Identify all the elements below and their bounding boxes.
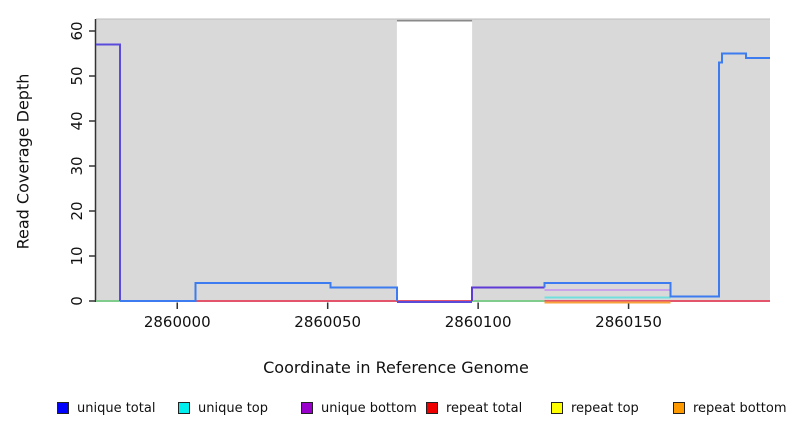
y-tick-label: 50	[68, 66, 86, 86]
total-spike-57	[96, 43, 122, 301]
masked-region-band	[396, 19, 473, 302]
y-tick-label: 0	[68, 296, 86, 306]
y-tick-label: 30	[68, 156, 86, 176]
legend-swatch-repeat-top	[551, 402, 563, 414]
legend-label-repeat-top: repeat top	[571, 400, 639, 416]
legend-label-unique-bottom: unique bottom	[321, 400, 417, 416]
legend-item-unique-bottom: unique bottom	[301, 399, 417, 417]
x-tick-label: 2860050	[294, 313, 362, 331]
legend-swatch-unique-bottom	[301, 402, 313, 414]
legend-swatch-repeat-total	[426, 402, 438, 414]
legend-label-unique-top: unique top	[198, 400, 269, 416]
legend-item-unique-total: unique total	[57, 399, 155, 417]
legend-swatch-repeat-bottom	[673, 402, 685, 414]
legend-item-repeat-top: repeat top	[551, 399, 639, 417]
y-tick-label: 20	[68, 201, 86, 221]
legend-item-repeat-total: repeat total	[426, 399, 522, 417]
unique-total-right	[543, 52, 770, 298]
legend-label-repeat-bottom: repeat bottom	[693, 400, 787, 416]
y-axis-title: Read Coverage Depth	[13, 73, 33, 250]
legend-label-unique-total: unique total	[77, 400, 156, 416]
legend-swatch-unique-top	[178, 402, 190, 414]
y-tick-label: 40	[68, 111, 86, 131]
legend-item-repeat-bottom: repeat bottom	[673, 399, 787, 417]
unique-bottom-violet	[471, 286, 545, 301]
y-tick-label: 60	[68, 21, 86, 41]
y-tick-label: 10	[68, 246, 86, 266]
x-tick-label: 2860150	[595, 313, 662, 331]
legend-swatch-unique-total	[57, 402, 69, 414]
legend-label-repeat-total: repeat total	[446, 400, 523, 416]
x-axis-title: Coordinate in Reference Genome	[263, 358, 529, 377]
x-tick-label: 2860000	[143, 313, 211, 331]
plot-legend: unique total unique top unique bottom repea…	[0, 399, 792, 421]
x-tick-label: 2860100	[444, 313, 512, 331]
unique-total-left	[120, 282, 398, 302]
legend-item-unique-top: unique top	[178, 399, 268, 417]
